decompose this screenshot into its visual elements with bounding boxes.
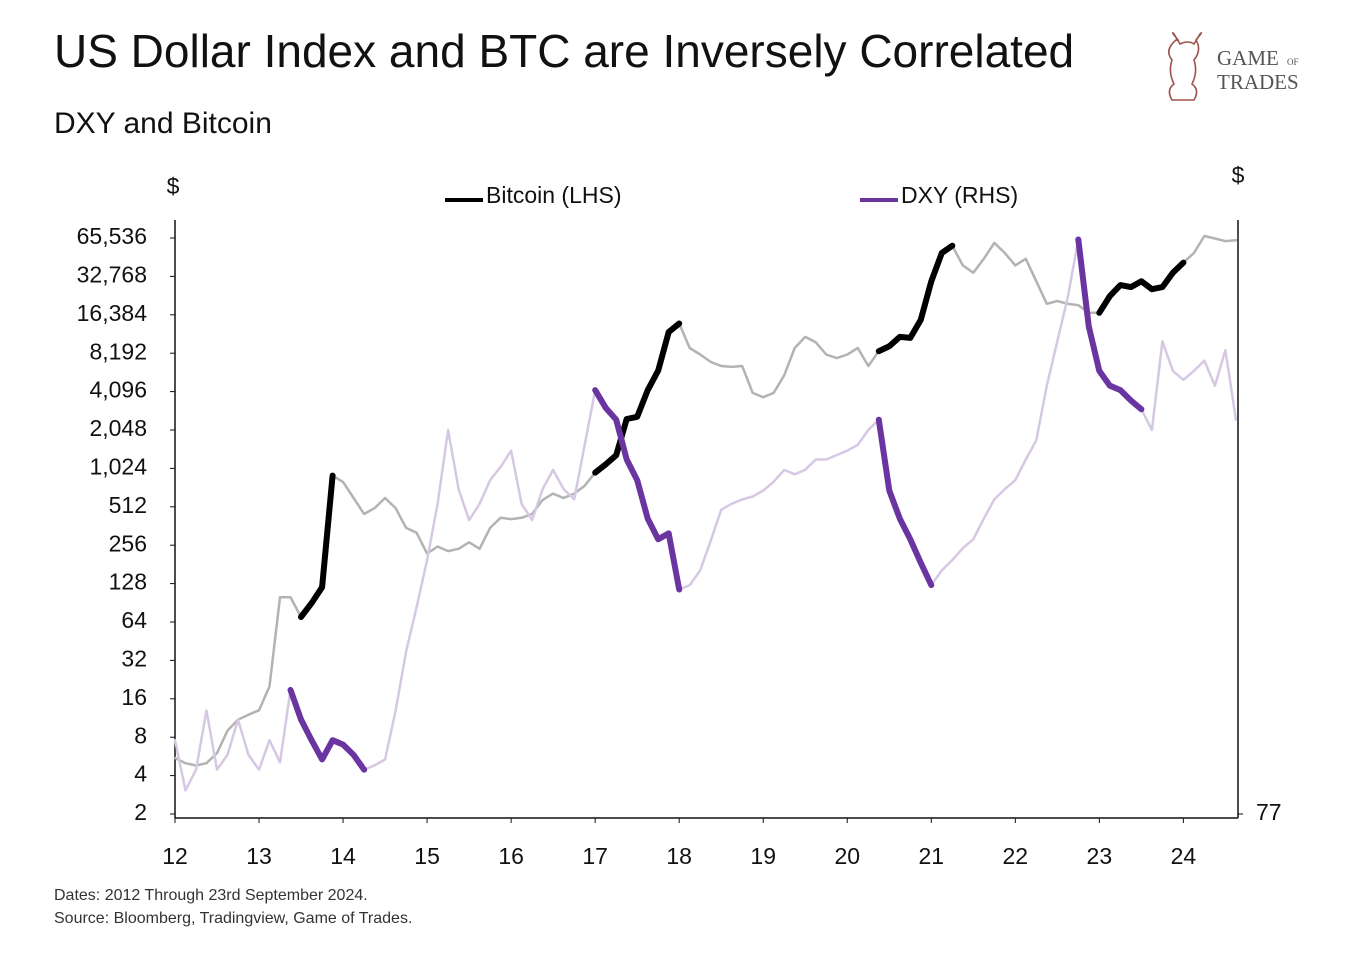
y-tick-label: 8,192 xyxy=(89,338,147,364)
y-tick-label: 2 xyxy=(134,799,147,825)
x-tick-label: 21 xyxy=(918,843,944,869)
highlight-line xyxy=(875,242,956,355)
y-tick-label: 32 xyxy=(121,645,147,671)
x-tick-label: 12 xyxy=(162,843,188,869)
y-tick-label: 16,384 xyxy=(77,300,148,326)
highlight-line xyxy=(298,472,336,620)
highlight-line xyxy=(287,686,368,773)
y-tick-label: 32,768 xyxy=(77,261,147,287)
x-tick-label: 17 xyxy=(582,843,608,869)
legend-label: Bitcoin (LHS) xyxy=(486,182,621,208)
y-tick-label: 8 xyxy=(134,722,147,748)
y-axis-label: $ xyxy=(167,173,180,199)
chart-subtitle: DXY and Bitcoin xyxy=(54,107,272,140)
x-tick-label: 19 xyxy=(750,843,776,869)
logo-text: OF xyxy=(1287,57,1299,67)
footnote: Dates: 2012 Through 23rd September 2024. xyxy=(54,887,368,904)
y-tick-label: 256 xyxy=(109,530,147,556)
y-tick-label: 4,096 xyxy=(89,377,147,403)
highlight-line xyxy=(875,416,935,589)
y-tick-label: 2,048 xyxy=(89,415,147,441)
highlight-line xyxy=(1075,236,1145,413)
y-tick-label: 4 xyxy=(134,761,147,787)
x-tick-label: 22 xyxy=(1003,843,1029,869)
x-tick-label: 23 xyxy=(1087,843,1113,869)
x-tick-label: 24 xyxy=(1171,843,1197,869)
y2-axis-label: $ xyxy=(1232,162,1245,188)
x-tick-label: 16 xyxy=(498,843,524,869)
y-tick-label: 16 xyxy=(121,684,147,710)
y-tick-label: 1,024 xyxy=(89,453,147,479)
chart-title: US Dollar Index and BTC are Inversely Co… xyxy=(54,25,1074,77)
logo-text: GAME xyxy=(1217,46,1279,70)
legend-label: DXY (RHS) xyxy=(901,182,1018,208)
y-tick-label: 128 xyxy=(109,569,147,595)
x-tick-label: 15 xyxy=(414,843,440,869)
series-line xyxy=(173,234,1238,767)
y2-tick-label: 77 xyxy=(1256,799,1282,825)
y-tick-label: 512 xyxy=(109,492,147,518)
highlight-line xyxy=(592,387,683,593)
x-tick-label: 13 xyxy=(246,843,272,869)
x-tick-label: 14 xyxy=(330,843,356,869)
y-tick-label: 64 xyxy=(121,607,147,633)
x-tick-label: 18 xyxy=(666,843,692,869)
highlight-line xyxy=(1096,259,1187,316)
logo-icon xyxy=(1168,32,1203,101)
footnote: Source: Bloomberg, Tradingview, Game of … xyxy=(54,910,412,927)
x-tick-label: 20 xyxy=(834,843,860,869)
logo: GAME OF TRADES xyxy=(1168,32,1299,101)
logo-text: TRADES xyxy=(1217,70,1299,94)
highlight-line xyxy=(592,320,683,476)
y-tick-label: 65,536 xyxy=(77,223,147,249)
series-line xyxy=(173,238,1238,792)
